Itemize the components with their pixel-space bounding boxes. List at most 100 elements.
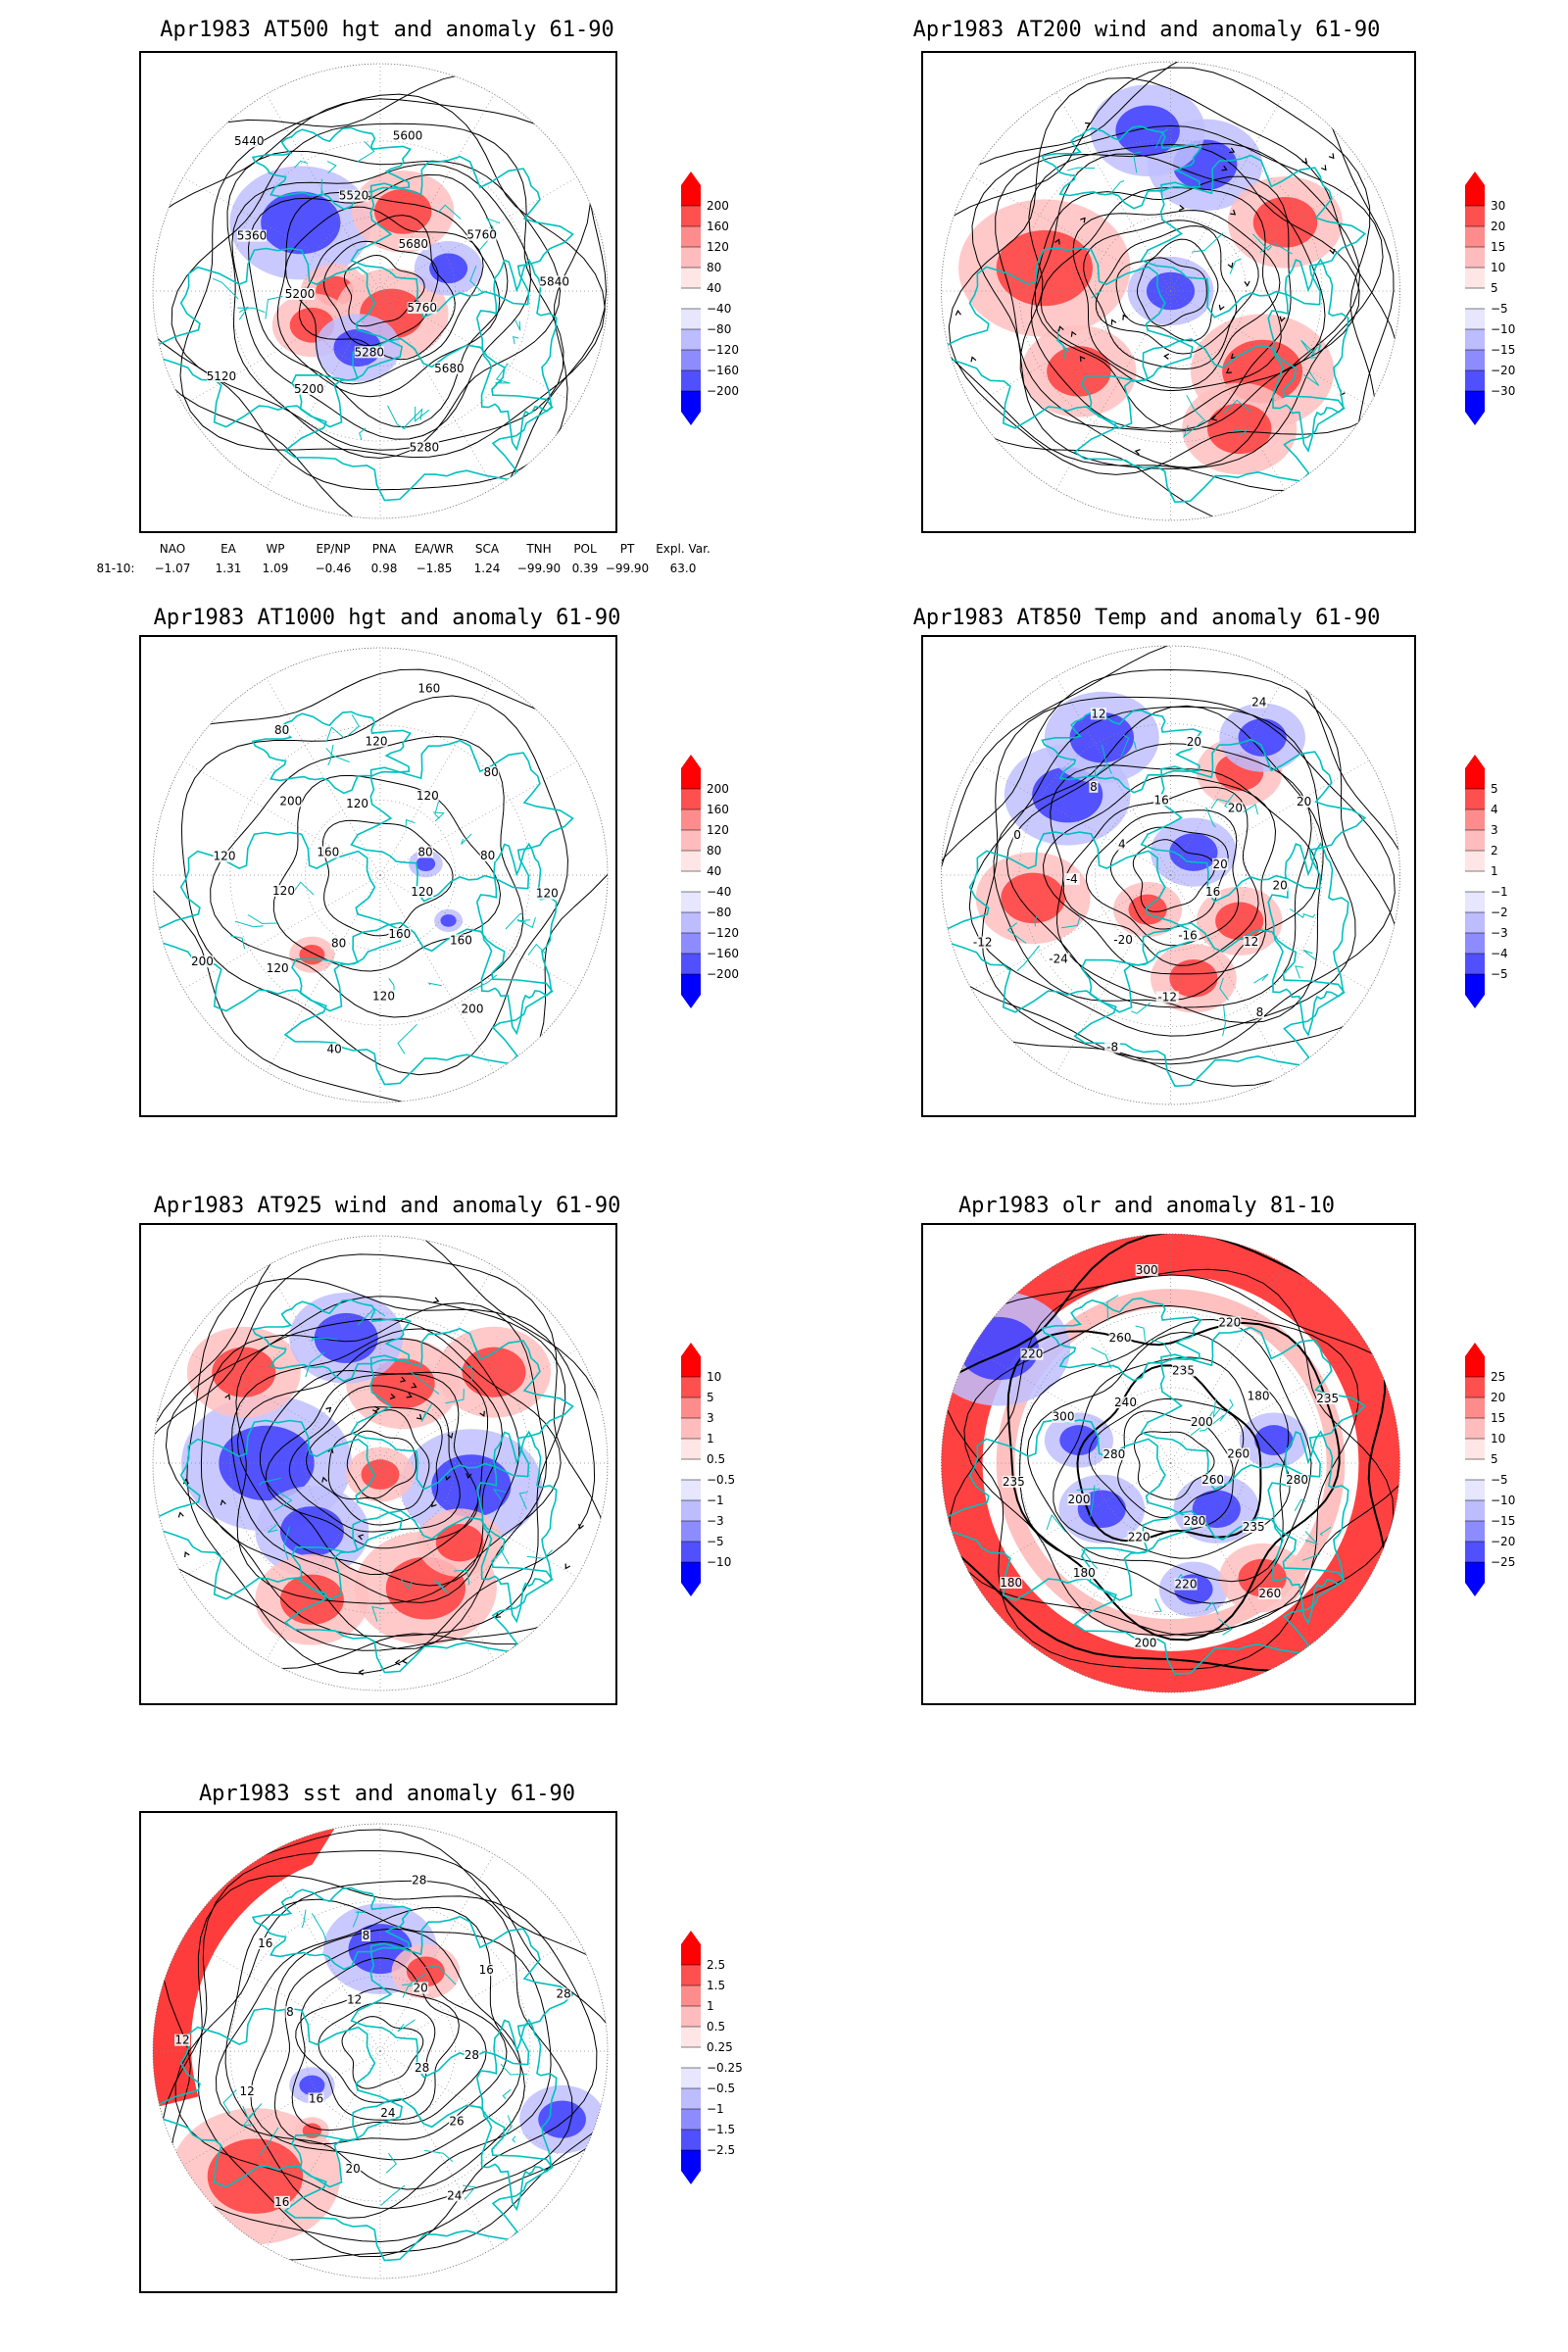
contour-label-bg [285,2006,295,2019]
contour-line [231,163,532,440]
contour-label-bg [539,275,569,288]
map-content [153,648,608,1102]
contour-line [1083,220,1259,370]
colorbar-label: 15 [1491,240,1505,254]
colorbar-segment [681,871,701,892]
meridian-line [182,176,381,292]
colorbar-label: 0.5 [707,2020,725,2034]
country-border [230,935,246,950]
contour-line [247,173,509,428]
country-border [1223,399,1252,414]
contour-label: 120 [372,989,395,1003]
contour-line [153,1253,608,1651]
index-value: 1.09 [262,562,289,575]
contour-label: 180 [1248,1389,1270,1402]
colorbar-label: −10 [707,1555,731,1569]
contour-label: 80 [417,845,432,858]
contour-label: 260 [1201,1473,1224,1487]
contour-label-bg [1218,1316,1242,1329]
anomaly-core-positive [1252,197,1318,248]
contour-label-bg [346,798,369,810]
contour-line [1095,225,1238,355]
contour-label-bg [1258,1588,1282,1599]
meridian-line [379,874,495,1073]
contour-line [259,1369,489,1576]
contour-label-bg [1186,736,1202,749]
colorbar-label: −80 [707,906,731,919]
colorbar-segment [681,1500,701,1521]
contour-label: 5600 [393,128,423,142]
coastline [350,1327,574,1491]
country-border [1101,744,1112,774]
meridian-line [1055,1462,1171,1662]
country-border [495,381,510,384]
contour-label: 8 [1090,780,1098,794]
country-border [326,161,337,174]
contour-label: 20 [1228,802,1243,815]
anomaly-core-negative [429,253,468,284]
colorbar-segment [681,1480,701,1500]
contour-label-bg [345,2163,362,2176]
colorbar-segment [681,789,701,809]
coastline [1041,709,1202,794]
colorbar-label: −1 [1491,885,1508,899]
contour-label: 160 [417,682,440,696]
contour-label-bg [1114,1396,1137,1409]
contour-label-bg [479,850,496,861]
contour-line [941,668,1400,1065]
anomaly-area-positive [153,1828,335,2108]
contour-label: 24 [1251,695,1266,709]
country-border [1205,807,1216,828]
colorbar-segment [681,974,701,995]
polar-map: 16 12 8 -16 -12 -8 -20 -24 -12 -4 0 4 8 12 16 20 24 20 20 2… [941,645,1400,1105]
polar-map: 120 160 200 160 120 40 80 120 200 120 120 160 200 80 1… [152,647,609,1103]
contour-label-bg [411,1874,427,1886]
colorbar-segment [681,1439,701,1459]
country-border [423,1965,457,1985]
coastline [251,1298,412,1383]
colorbar-segment [681,1377,701,1397]
contour-label-bg [379,2106,396,2119]
contour-label-bg [411,886,434,899]
contour-line [323,240,439,347]
streamline-arrow [406,1392,413,1398]
contour-label-bg [1242,1521,1265,1533]
contour-label-bg [1012,829,1022,841]
contour-line [1019,143,1360,432]
map-content [153,1236,608,1690]
contour-label-bg [330,937,347,950]
colorbar-label: 3 [1491,823,1498,837]
contour-line [165,1296,566,1638]
contour-label-bg [174,2034,190,2046]
contour-label-bg [409,441,439,454]
coastline [1267,842,1349,1037]
contour-line [1050,764,1320,1002]
index-header: EP/NP [316,542,351,556]
country-border [387,405,406,430]
coastline [1073,922,1346,1088]
map-frame: 260 235 260 280 220 200 220 180 180 200 235 280 300 2… [921,1223,1416,1705]
colorbar-segment [1465,350,1485,370]
streamline-arrow [1057,325,1064,332]
contour-label: 120 [267,961,289,975]
colorbar-segment [681,1985,701,2006]
meridian-line [1170,92,1286,292]
contour-label-bg [417,682,441,695]
contour-line [346,1430,417,1499]
country-border [500,2063,528,2076]
country-border [414,406,430,422]
country-border [485,217,501,235]
panel-title: Apr1983 AT850 Temp and anomaly 61-90 [912,606,1381,630]
contour-label-bg [1134,1637,1157,1649]
coastline [475,258,558,452]
contour-line [250,1928,521,2161]
latitude-circle [1018,139,1323,443]
contour-label-bg [339,189,368,202]
colorbar-segment [1465,268,1485,288]
colorbar-segment [1465,1439,1485,1459]
map-frame: 5760 5680 5280 5280 5200 5120 5200 5360 5440 5520… [139,51,617,533]
meridian-line [182,290,381,406]
colorbar-label: −80 [707,322,731,336]
colorbar-label: −2 [1491,906,1508,919]
contour-line [210,735,524,1018]
